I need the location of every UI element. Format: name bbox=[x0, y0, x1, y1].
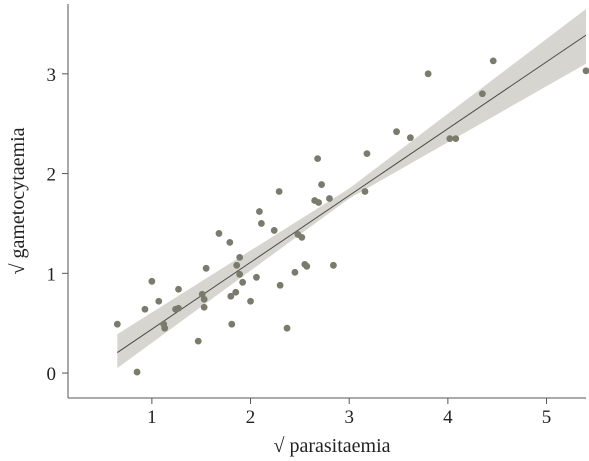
data-point bbox=[452, 135, 460, 143]
data-point bbox=[406, 134, 414, 142]
data-point bbox=[489, 57, 497, 65]
data-point bbox=[291, 268, 299, 276]
x-tick-label: 4 bbox=[443, 407, 453, 428]
data-point bbox=[194, 337, 202, 345]
data-point bbox=[113, 320, 121, 328]
data-point bbox=[424, 70, 432, 78]
data-point bbox=[446, 135, 454, 143]
data-point bbox=[202, 264, 210, 272]
x-tick-label: 5 bbox=[542, 407, 552, 428]
data-point bbox=[226, 238, 234, 246]
data-point bbox=[236, 270, 244, 278]
data-point bbox=[133, 368, 141, 376]
data-point bbox=[200, 295, 208, 303]
data-point bbox=[175, 304, 182, 312]
regression-line bbox=[117, 34, 587, 353]
x-axis-title: √ parasitaemia bbox=[273, 435, 390, 457]
data-point bbox=[227, 292, 235, 300]
y-tick-label: 0 bbox=[47, 364, 57, 385]
confidence-band-layer bbox=[117, 9, 587, 369]
data-point bbox=[161, 324, 169, 332]
y-axis-title: √ gametocytaemia bbox=[7, 127, 29, 274]
data-point bbox=[393, 128, 400, 136]
x-tick-label: 3 bbox=[344, 407, 354, 428]
data-point bbox=[314, 155, 322, 163]
data-point bbox=[283, 324, 291, 332]
data-points-layer bbox=[113, 57, 589, 376]
data-point bbox=[141, 305, 149, 313]
data-point bbox=[228, 320, 236, 328]
data-point bbox=[175, 285, 182, 293]
data-point bbox=[200, 303, 208, 311]
x-tick-label: 1 bbox=[147, 407, 157, 428]
data-point bbox=[155, 297, 163, 305]
regression-line-layer bbox=[117, 34, 587, 353]
data-point bbox=[303, 262, 311, 270]
y-ticks: 0 1 2 3 bbox=[47, 65, 68, 385]
y-tick-label: 3 bbox=[47, 65, 57, 86]
data-point bbox=[326, 195, 333, 202]
axes-layer bbox=[67, 4, 586, 399]
y-tick-label: 2 bbox=[47, 165, 57, 186]
data-point bbox=[256, 208, 263, 215]
data-point bbox=[236, 253, 244, 261]
data-point bbox=[239, 278, 247, 286]
data-point bbox=[148, 277, 156, 285]
data-point bbox=[582, 67, 589, 75]
data-point bbox=[215, 230, 223, 237]
data-point bbox=[363, 150, 371, 158]
data-point bbox=[247, 297, 254, 305]
data-point bbox=[298, 234, 306, 241]
data-point bbox=[233, 261, 241, 269]
data-point bbox=[232, 288, 240, 296]
confidence-band bbox=[117, 9, 587, 369]
data-point bbox=[257, 220, 265, 227]
data-point bbox=[270, 227, 278, 234]
y-tick-label: 1 bbox=[47, 264, 57, 285]
x-tick-label: 2 bbox=[246, 407, 256, 428]
data-point bbox=[330, 261, 337, 269]
data-point bbox=[361, 188, 369, 195]
data-point bbox=[275, 188, 283, 195]
data-point bbox=[315, 199, 323, 206]
data-point bbox=[479, 90, 486, 98]
data-point bbox=[253, 273, 260, 281]
data-point bbox=[276, 281, 284, 289]
x-ticks: 1 2 3 4 5 bbox=[147, 398, 551, 428]
data-point bbox=[318, 181, 325, 188]
